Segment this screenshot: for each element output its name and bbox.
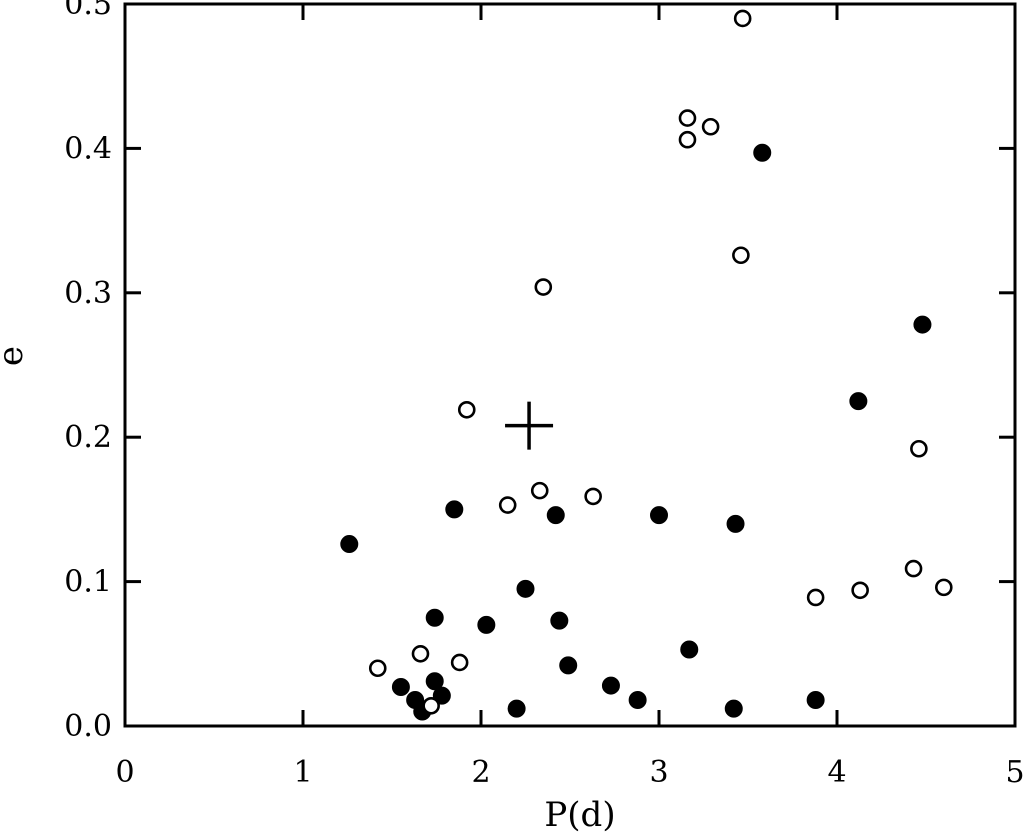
filled-data-point: [601, 676, 620, 695]
open-data-point: [851, 581, 869, 600]
y-tick-label: 0.5: [64, 0, 112, 22]
filled-data-point: [724, 699, 743, 718]
open-data-point: [806, 588, 825, 607]
filled-data-point: [340, 535, 359, 554]
open-data-point: [934, 578, 953, 597]
x-tick-label: 4: [827, 755, 846, 790]
plot-frame: [123, 2, 1017, 728]
filled-data-point: [628, 691, 647, 710]
filled-data-point: [559, 656, 578, 675]
filled-data-point: [753, 143, 772, 162]
open-data-point: [457, 400, 476, 419]
filled-data-point: [726, 514, 745, 533]
filled-data-point: [507, 699, 526, 718]
filled-data-point: [445, 500, 464, 519]
axis-ticks: [123, 2, 1017, 728]
filled-data-point: [477, 615, 496, 634]
open-data-point: [701, 117, 720, 136]
filled-data-point: [391, 678, 410, 697]
open-data-point: [904, 559, 923, 578]
filled-data-point: [425, 672, 444, 691]
open-data-point: [910, 439, 928, 458]
open-data-point: [530, 481, 549, 500]
open-data-point: [584, 487, 602, 506]
tick-labels: 0 1 2 3 4 5 0.0 0.1 0.2 0.3 0.4 0.5: [64, 0, 1024, 790]
y-tick-label: 0.4: [64, 131, 112, 166]
x-tick-label: 2: [471, 755, 490, 790]
filled-data-point: [425, 608, 444, 627]
filled-data-point: [680, 640, 699, 659]
filled-data-point: [650, 506, 668, 525]
data-markers: [340, 9, 953, 721]
filled-data-point: [550, 611, 569, 630]
open-data-point: [678, 109, 697, 127]
x-tick-label: 3: [649, 755, 668, 790]
x-tick-label: 0: [115, 755, 134, 790]
open-data-point: [534, 278, 553, 296]
y-tick-label: 0.2: [64, 420, 112, 455]
filled-data-point: [516, 579, 535, 598]
filled-data-point: [913, 315, 932, 334]
open-data-point: [368, 659, 387, 678]
x-axis-label: P(d): [544, 795, 615, 835]
filled-data-point: [849, 392, 868, 411]
open-data-point: [450, 653, 469, 672]
x-tick-label: 5: [1005, 755, 1024, 790]
filled-data-point: [546, 506, 565, 525]
plus-marker: [505, 401, 554, 450]
filled-data-point: [806, 691, 825, 710]
y-tick-label: 0.1: [64, 565, 112, 600]
open-data-point: [678, 130, 697, 149]
y-tick-label: 0.0: [64, 709, 112, 744]
open-data-point: [732, 246, 750, 265]
y-axis-label: e: [0, 346, 31, 366]
x-tick-label: 1: [293, 755, 312, 790]
open-data-point: [411, 644, 430, 663]
open-data-point: [733, 9, 752, 28]
y-tick-label: 0.3: [64, 276, 112, 311]
open-data-point: [498, 496, 517, 514]
open-data-point: [422, 696, 440, 715]
